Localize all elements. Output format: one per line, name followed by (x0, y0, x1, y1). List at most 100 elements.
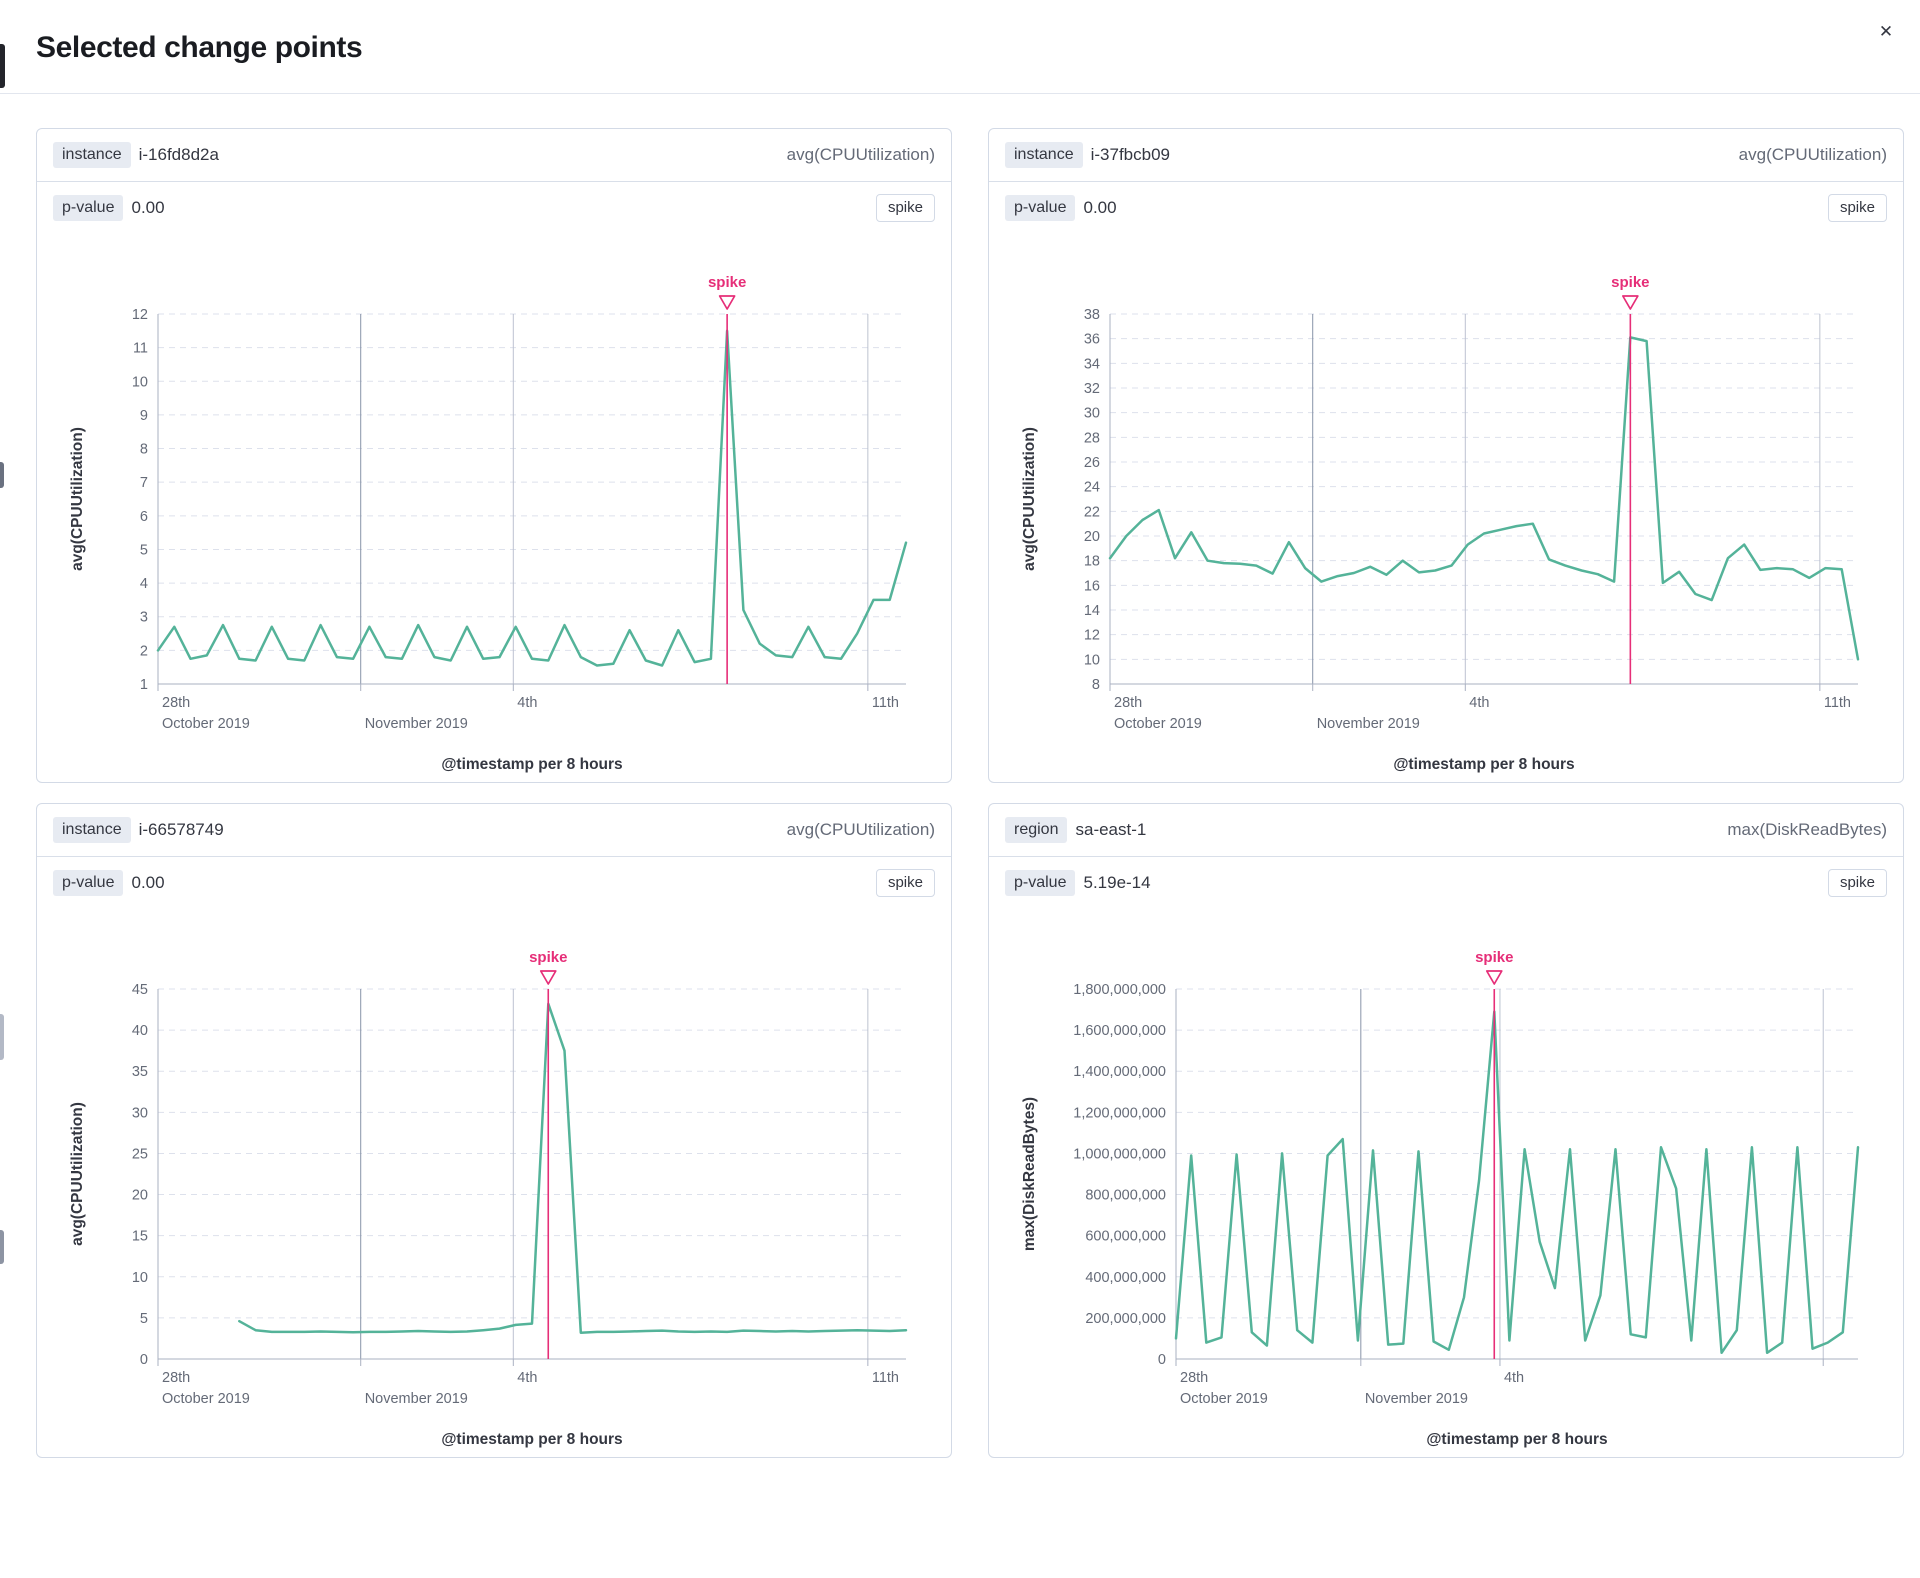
svg-text:18: 18 (1084, 554, 1100, 570)
group-field-badge: instance (53, 142, 131, 168)
svg-text:11th: 11th (1824, 695, 1851, 711)
svg-text:@timestamp per 8 hours: @timestamp per 8 hours (441, 1431, 622, 1448)
metric-label: avg(CPUUtilization) (786, 820, 935, 839)
svg-text:28th: 28th (1114, 695, 1142, 711)
svg-text:12: 12 (1084, 628, 1100, 644)
svg-text:10: 10 (132, 1270, 148, 1286)
modal-header: Selected change points ✕ (0, 0, 1920, 94)
svg-text:38: 38 (1084, 307, 1100, 323)
close-button[interactable]: ✕ (1872, 18, 1900, 46)
svg-text:45: 45 (132, 982, 148, 998)
page-title: Selected change points (36, 31, 363, 64)
panels-grid: instance i-16fd8d2a avg(CPUUtilization) … (0, 94, 1920, 1458)
svg-text:11th: 11th (872, 1370, 899, 1386)
panel-subheader: p-value 5.19e-14 spike (989, 857, 1903, 899)
svg-text:7: 7 (140, 475, 148, 491)
panel-header: instance i-66578749 avg(CPUUtilization) (37, 804, 951, 857)
panel-subheader: p-value 0.00 spike (989, 182, 1903, 224)
svg-text:max(DiskReadBytes): max(DiskReadBytes) (1021, 1097, 1038, 1251)
change-point-chart[interactable]: 38 36 34 32 30 28 26 24 22 20 18 16 14 12 10 8 28th Octob… (1004, 224, 1888, 782)
change-point-chart[interactable]: 12 11 10 9 8 7 6 5 4 3 2 1 28th October 2019 November … (52, 224, 936, 782)
svg-text:34: 34 (1084, 356, 1100, 372)
svg-text:October 2019: October 2019 (162, 716, 250, 732)
svg-text:October 2019: October 2019 (1114, 716, 1202, 732)
svg-text:November 2019: November 2019 (365, 716, 468, 732)
change-type-badge: spike (1827, 194, 1887, 222)
svg-text:spike: spike (529, 949, 567, 966)
svg-text:28: 28 (1084, 430, 1100, 446)
change-point-panel: instance i-16fd8d2a avg(CPUUtilization) … (36, 128, 952, 783)
svg-text:12: 12 (132, 307, 148, 323)
svg-text:40: 40 (132, 1023, 148, 1039)
svg-text:November 2019: November 2019 (365, 1391, 468, 1407)
svg-text:0: 0 (1158, 1352, 1166, 1368)
svg-text:October 2019: October 2019 (162, 1391, 250, 1407)
change-point-chart[interactable]: 1,800,000,000 1,600,000,000 1,400,000,000 1… (1004, 899, 1888, 1457)
svg-text:1,400,000,000: 1,400,000,000 (1073, 1064, 1166, 1080)
svg-text:8: 8 (1092, 677, 1100, 693)
svg-text:600,000,000: 600,000,000 (1085, 1229, 1166, 1245)
svg-text:4th: 4th (517, 695, 537, 711)
p-value-badge: p-value (1005, 870, 1076, 896)
svg-text:25: 25 (132, 1146, 148, 1162)
svg-text:28th: 28th (1180, 1370, 1208, 1386)
change-point-panel: instance i-66578749 avg(CPUUtilization) … (36, 803, 952, 1458)
background-page-edge (0, 462, 4, 488)
svg-text:@timestamp per 8 hours: @timestamp per 8 hours (1393, 756, 1574, 773)
svg-text:400,000,000: 400,000,000 (1085, 1270, 1166, 1286)
svg-text:3: 3 (140, 610, 148, 626)
svg-text:8: 8 (140, 442, 148, 458)
svg-text:6: 6 (140, 509, 148, 525)
p-value: 0.00 (1083, 198, 1117, 217)
change-point-panel: region sa-east-1 max(DiskReadBytes) p-va… (988, 803, 1904, 1458)
svg-text:spike: spike (1475, 949, 1513, 966)
svg-text:4th: 4th (1469, 695, 1489, 711)
p-value: 0.00 (131, 198, 165, 217)
svg-text:avg(CPUUtilization): avg(CPUUtilization) (69, 427, 86, 571)
change-type-badge: spike (875, 194, 935, 222)
svg-text:30: 30 (132, 1105, 148, 1121)
background-page-edge (0, 1230, 4, 1264)
svg-text:October 2019: October 2019 (1180, 1391, 1268, 1407)
change-type-badge: spike (1827, 869, 1887, 897)
svg-text:26: 26 (1084, 455, 1100, 471)
panel-subheader: p-value 0.00 spike (37, 182, 951, 224)
svg-text:20: 20 (1084, 529, 1100, 545)
svg-text:November 2019: November 2019 (1365, 1391, 1468, 1407)
svg-text:1: 1 (140, 677, 148, 693)
svg-text:36: 36 (1084, 332, 1100, 348)
svg-text:10: 10 (132, 374, 148, 390)
change-type-badge: spike (875, 869, 935, 897)
svg-text:20: 20 (132, 1188, 148, 1204)
svg-text:28th: 28th (162, 1370, 190, 1386)
change-points-modal: Selected change points ✕ instance i-16fd… (0, 0, 1920, 1458)
background-page-edge (0, 1014, 4, 1060)
svg-text:22: 22 (1084, 504, 1100, 520)
svg-text:15: 15 (132, 1229, 148, 1245)
group-field-badge: region (1005, 817, 1068, 843)
p-value-badge: p-value (53, 870, 124, 896)
change-point-chart[interactable]: 45 40 35 30 25 20 15 10 5 0 28th October 2019 Novemb… (52, 899, 936, 1457)
svg-text:1,200,000,000: 1,200,000,000 (1073, 1105, 1166, 1121)
svg-text:5: 5 (140, 542, 148, 558)
metric-label: avg(CPUUtilization) (1738, 145, 1887, 164)
svg-text:800,000,000: 800,000,000 (1085, 1188, 1166, 1204)
svg-text:4: 4 (140, 576, 148, 592)
svg-text:11th: 11th (872, 695, 899, 711)
metric-label: max(DiskReadBytes) (1727, 820, 1887, 839)
svg-text:4th: 4th (517, 1370, 537, 1386)
svg-text:spike: spike (708, 274, 746, 291)
svg-text:10: 10 (1084, 652, 1100, 668)
svg-text:avg(CPUUtilization): avg(CPUUtilization) (69, 1102, 86, 1246)
panel-header: instance i-37fbcb09 avg(CPUUtilization) (989, 129, 1903, 182)
svg-text:November 2019: November 2019 (1317, 716, 1420, 732)
svg-text:2: 2 (140, 643, 148, 659)
panel-subheader: p-value 0.00 spike (37, 857, 951, 899)
svg-text:@timestamp per 8 hours: @timestamp per 8 hours (441, 756, 622, 773)
panel-header: region sa-east-1 max(DiskReadBytes) (989, 804, 1903, 857)
svg-text:30: 30 (1084, 406, 1100, 422)
group-value: sa-east-1 (1075, 820, 1147, 839)
svg-text:1,800,000,000: 1,800,000,000 (1073, 982, 1166, 998)
svg-text:avg(CPUUtilization): avg(CPUUtilization) (1021, 427, 1038, 571)
svg-text:11: 11 (133, 341, 148, 357)
